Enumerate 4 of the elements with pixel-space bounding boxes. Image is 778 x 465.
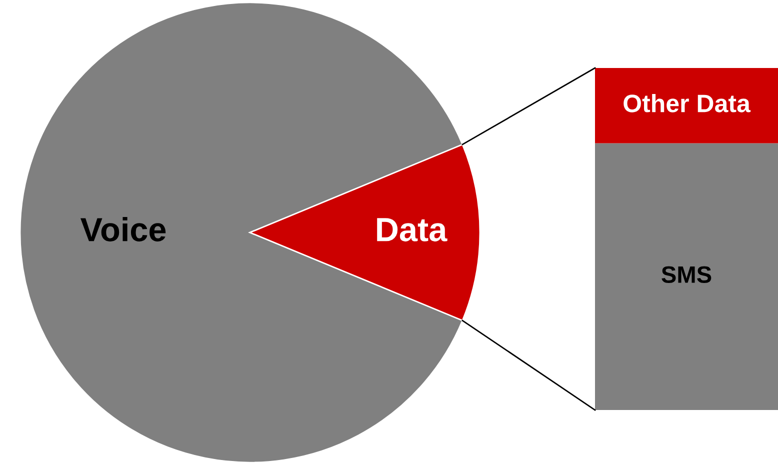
slice-label: Voice xyxy=(80,216,166,242)
slice-label: Data xyxy=(377,218,448,242)
series-label: Other Data xyxy=(624,94,751,112)
series-label: SMS xyxy=(662,266,712,283)
